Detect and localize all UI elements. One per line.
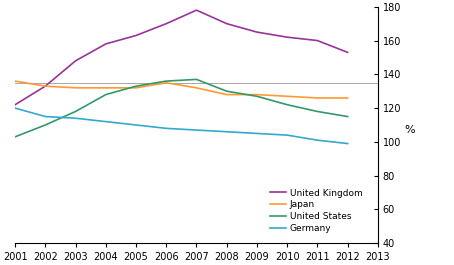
Legend: United Kingdom, Japan, United States, Germany: United Kingdom, Japan, United States, Ge… xyxy=(266,185,366,236)
Y-axis label: %: % xyxy=(404,125,415,135)
